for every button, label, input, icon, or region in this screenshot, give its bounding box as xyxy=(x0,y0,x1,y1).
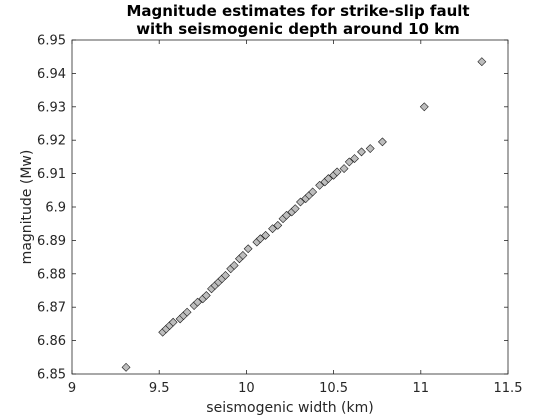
data-point xyxy=(282,210,291,220)
data-point xyxy=(296,197,305,207)
data-point xyxy=(238,251,248,260)
data-point xyxy=(477,57,487,67)
y-tick-label: 6.85 xyxy=(37,368,66,383)
y-axis-label: magnitude (Mw) xyxy=(19,150,35,265)
y-tick-label: 6.93 xyxy=(37,100,66,115)
x-axis-label: seismogenic width (km) xyxy=(206,400,373,416)
y-tick-label: 6.87 xyxy=(37,301,66,316)
data-point xyxy=(350,154,359,163)
y-axis: 6.85 6.86 6.87 6.88 6.89 6.9 6.91 6.92 6.93 6.94 6… xyxy=(37,34,508,383)
data-point xyxy=(323,174,333,184)
data-point xyxy=(332,167,342,177)
data-point xyxy=(182,307,192,317)
data-point xyxy=(201,291,211,300)
data-point xyxy=(308,187,318,197)
data-point xyxy=(419,102,429,112)
y-tick-label: 6.91 xyxy=(37,167,66,182)
y-tick-label: 6.9 xyxy=(45,201,66,216)
y-tick-label: 6.94 xyxy=(37,67,66,82)
data-point xyxy=(365,144,375,153)
data-point xyxy=(193,297,202,307)
data-point xyxy=(268,224,277,234)
x-tick-label: 9 xyxy=(68,381,76,396)
chart-title-line-2: with seismogenic depth around 10 km xyxy=(136,20,460,38)
x-tick-label: 11 xyxy=(413,381,430,396)
y-tick-label: 6.89 xyxy=(37,234,66,249)
data-point xyxy=(255,234,265,244)
data-point xyxy=(229,261,239,270)
x-tick-label: 9.5 xyxy=(149,381,170,396)
data-point xyxy=(221,271,230,280)
data-point xyxy=(273,220,283,230)
x-tick-label: 10 xyxy=(238,381,255,396)
y-tick-label: 6.88 xyxy=(37,267,66,282)
scatter-points xyxy=(121,57,487,372)
data-point xyxy=(344,157,354,167)
data-point xyxy=(357,147,366,157)
data-point xyxy=(261,230,271,240)
chart-title-line-1: Magnitude estimates for strike-slip faul… xyxy=(126,2,469,20)
data-point xyxy=(339,164,349,174)
y-tick-label: 6.95 xyxy=(37,34,66,49)
data-point xyxy=(243,244,253,254)
y-tick-label: 6.86 xyxy=(37,334,66,349)
data-point xyxy=(121,362,131,372)
data-point xyxy=(378,137,387,147)
x-axis: 9 9.5 10 10.5 11 11.5 xyxy=(68,40,523,396)
data-point xyxy=(315,180,325,190)
x-tick-label: 11.5 xyxy=(494,381,523,396)
data-point xyxy=(168,317,178,327)
x-tick-label: 10.5 xyxy=(319,381,348,396)
data-point xyxy=(290,204,300,214)
y-tick-label: 6.92 xyxy=(37,134,66,149)
